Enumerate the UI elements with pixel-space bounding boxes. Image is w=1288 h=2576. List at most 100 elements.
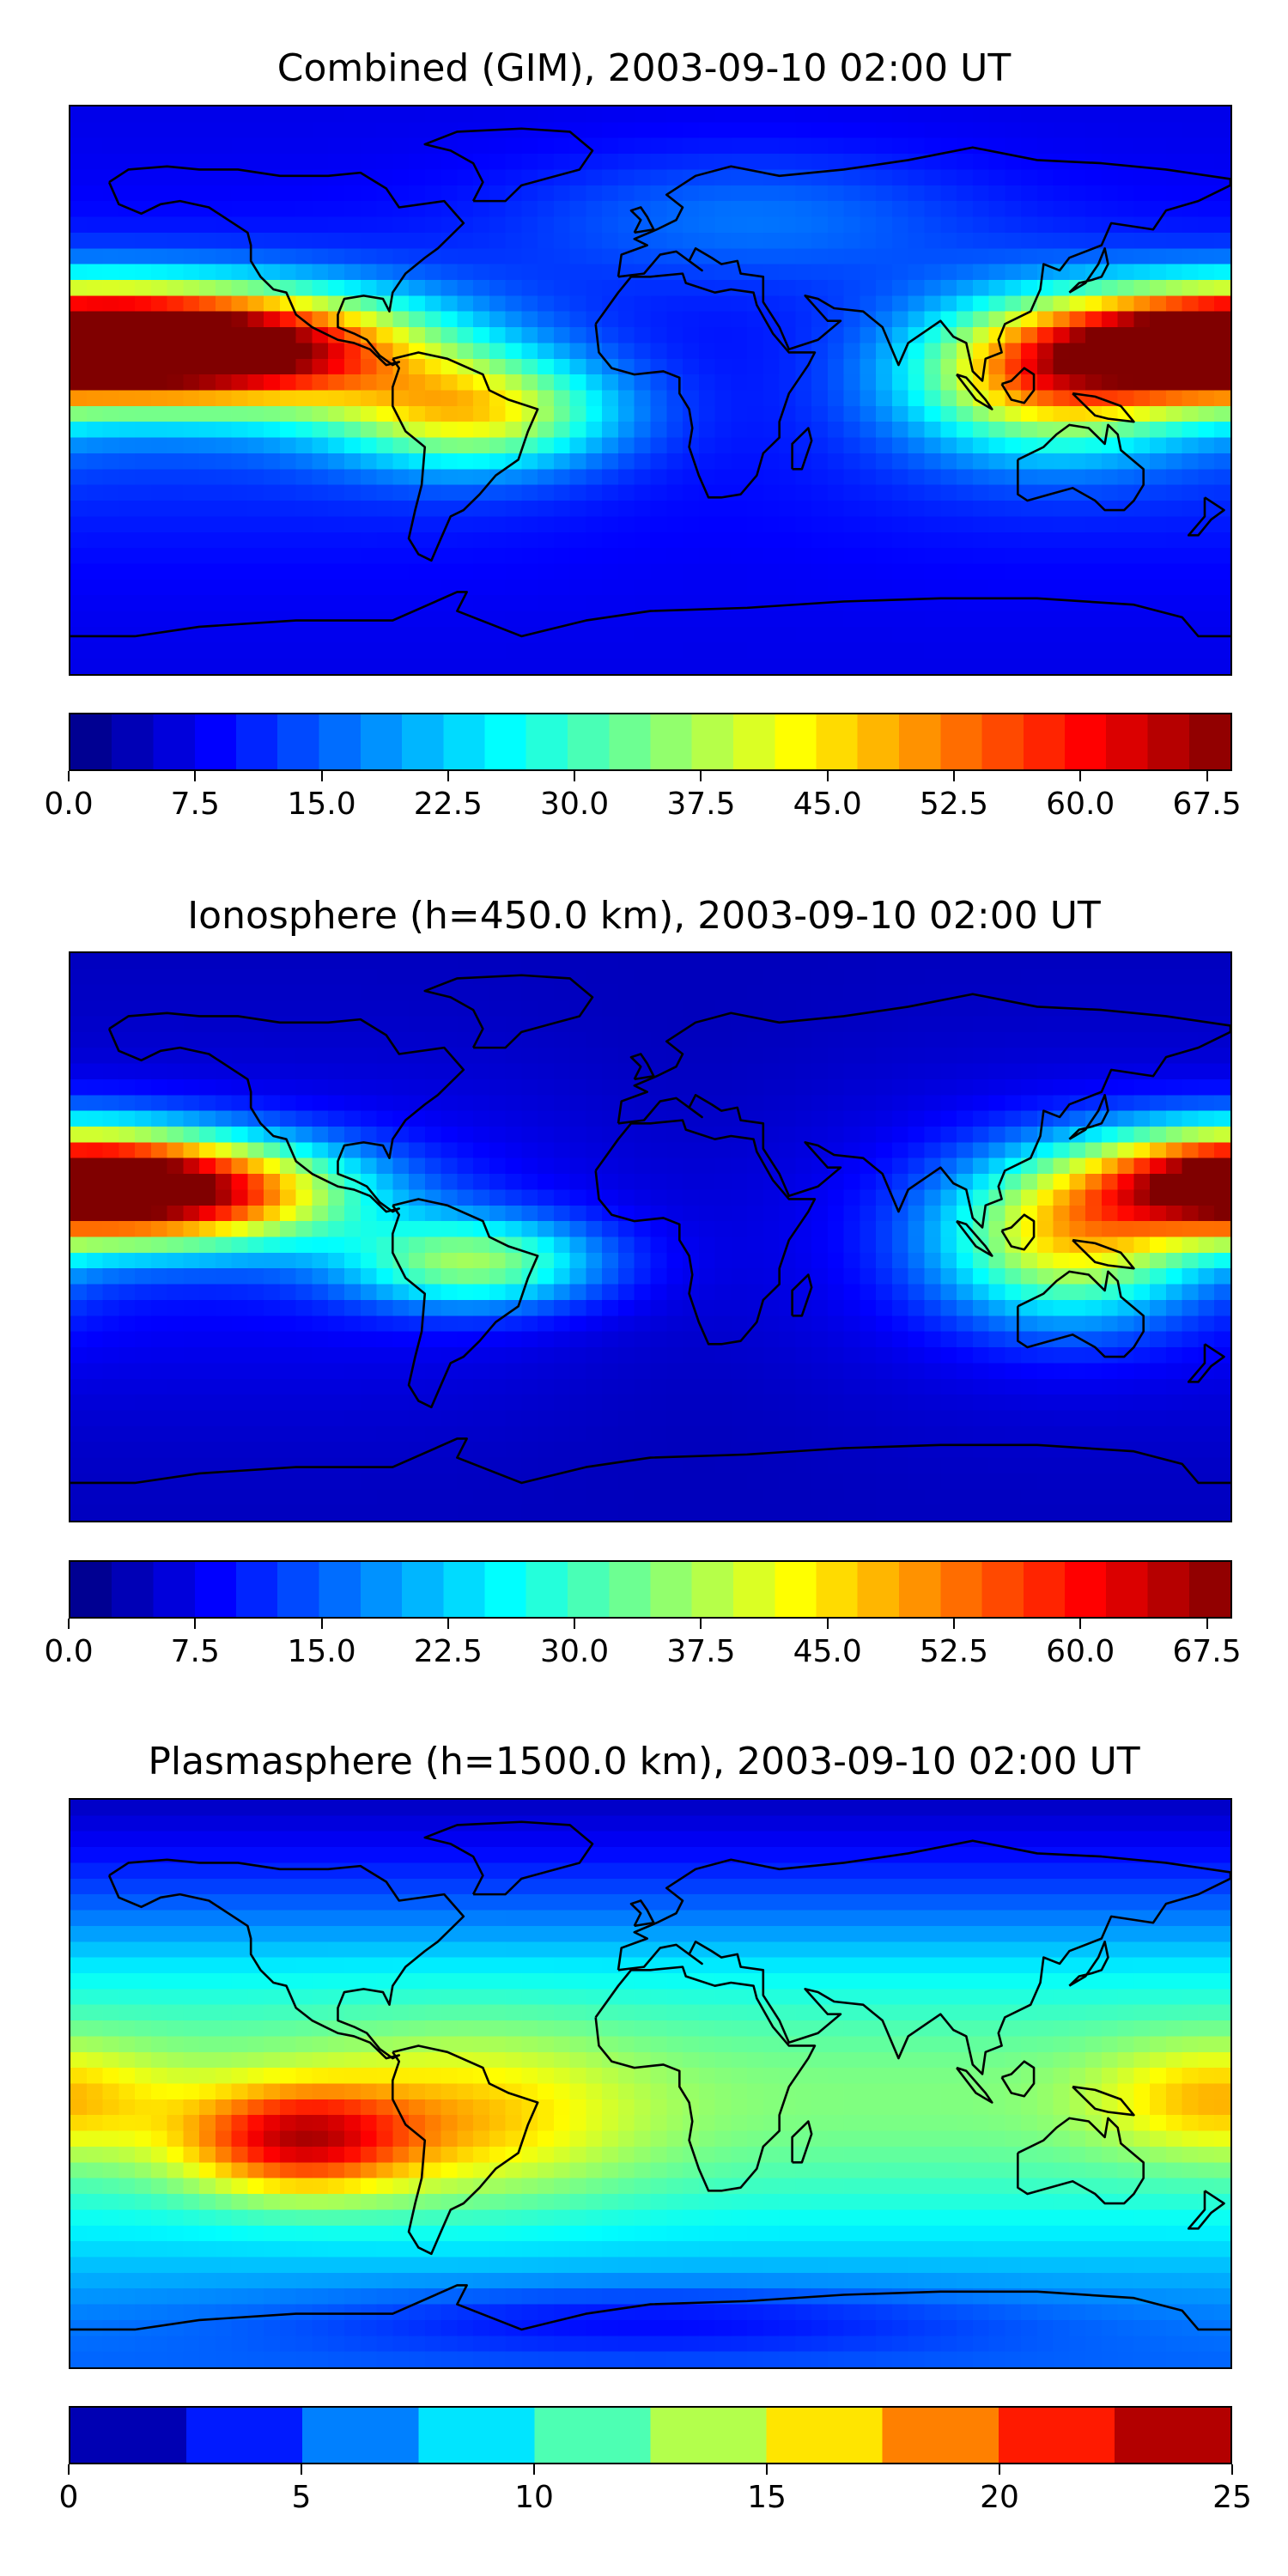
tec-cell — [569, 1189, 587, 1206]
tec-cell — [698, 611, 716, 628]
tec-cell — [360, 279, 378, 296]
tec-cell — [683, 658, 700, 674]
tec-cell — [714, 122, 732, 139]
tec-cell — [489, 1126, 507, 1143]
tec-cell — [409, 422, 426, 439]
tec-cell — [231, 137, 248, 155]
tec-cell — [264, 595, 281, 612]
tec-cell — [827, 343, 845, 360]
tec-cell — [762, 1378, 781, 1395]
tec-cell — [505, 327, 522, 344]
tec-cell — [102, 1299, 119, 1316]
tec-cell — [1198, 1189, 1215, 1206]
tec-cell — [102, 501, 119, 517]
tec-cell — [1053, 1410, 1070, 1427]
chart-title-ionosphere: Ionosphere (h=450.0 km), 2003-09-10 02:0… — [187, 894, 1101, 938]
tec-cell — [264, 579, 281, 596]
tec-cell — [167, 532, 184, 549]
tec-cell — [683, 1378, 700, 1395]
tec-cell — [553, 1252, 571, 1269]
tec-cell — [135, 1126, 152, 1143]
tec-cell — [988, 1252, 1005, 1269]
tec-cell — [553, 1205, 571, 1222]
tec-cell — [328, 469, 345, 486]
coastlines — [70, 127, 1230, 638]
tec-cell — [747, 1347, 764, 1364]
tec-cell — [698, 311, 716, 328]
tec-cell — [569, 1442, 587, 1459]
tec-cell — [505, 137, 522, 155]
tec-cell — [714, 390, 732, 407]
tec-cell — [891, 1284, 909, 1301]
tec-cell — [1133, 327, 1151, 344]
tec-cell — [586, 953, 603, 969]
tec-cell — [440, 1189, 458, 1206]
tec-cell — [666, 405, 683, 422]
tec-cell — [1214, 469, 1230, 486]
tec-cell — [86, 969, 104, 986]
tec-cell — [424, 1205, 442, 1222]
tec-cell — [1021, 1394, 1038, 1412]
tec-cell — [569, 295, 587, 313]
tec-cell — [988, 611, 1005, 628]
tec-cell — [683, 390, 700, 407]
tec-cell — [118, 516, 136, 533]
tec-cell — [602, 453, 619, 470]
tec-cell — [811, 1299, 829, 1316]
tec-cell — [312, 1016, 329, 1033]
tec-cell — [569, 563, 587, 580]
tec-map-ionosphere[interactable] — [69, 951, 1232, 1522]
tec-cell — [683, 984, 700, 1001]
tec-cell — [1182, 1268, 1200, 1285]
tec-cell — [409, 390, 426, 407]
tec-cell — [988, 532, 1005, 549]
tec-cell — [650, 1000, 667, 1018]
tec-cell — [1198, 1048, 1215, 1065]
tec-cell — [473, 1174, 490, 1191]
tec-cell — [1150, 154, 1167, 171]
tec-cell — [1133, 422, 1151, 439]
tec-cell — [86, 1031, 104, 1048]
tec-cell — [1182, 642, 1200, 659]
tec-cell — [215, 1457, 233, 1474]
tec-map-combined[interactable] — [69, 105, 1232, 676]
tec-cell — [1198, 106, 1215, 123]
coastline-new-guinea — [1072, 392, 1135, 423]
tec-cell — [150, 358, 168, 375]
tec-cell — [924, 579, 941, 596]
tec-cell — [489, 453, 507, 470]
tec-cell — [827, 169, 845, 186]
tec-cell — [779, 169, 796, 186]
tec-cell — [617, 1378, 635, 1395]
tec-cell — [924, 563, 941, 580]
tec-cell — [424, 154, 442, 171]
tec-cell — [489, 469, 507, 486]
tec-cell — [505, 405, 522, 422]
tec-cell — [1101, 984, 1119, 1001]
tec-cell — [312, 611, 329, 628]
tec-cell — [1182, 327, 1200, 344]
tec-cell — [1150, 501, 1167, 517]
tec-cell — [908, 106, 926, 123]
tec-cell — [617, 185, 635, 202]
tec-cell — [1198, 1347, 1215, 1364]
tec-cell — [118, 185, 136, 202]
tec-cell — [1214, 358, 1230, 375]
tec-cell — [714, 484, 732, 501]
tec-cell — [940, 248, 957, 265]
tec-cell — [360, 248, 378, 265]
tec-cell — [1198, 1110, 1215, 1127]
tec-cell — [731, 374, 748, 392]
tec-cell — [1182, 122, 1200, 139]
tec-cell — [1101, 185, 1119, 202]
tec-cell — [215, 1189, 233, 1206]
tec-cell — [135, 469, 152, 486]
tec-cell — [215, 390, 233, 407]
tec-cell — [908, 1347, 926, 1364]
tec-cell — [118, 169, 136, 186]
tec-cell — [1069, 1284, 1086, 1301]
tec-cell — [586, 390, 603, 407]
tec-cell — [634, 1236, 652, 1254]
tec-cell — [876, 1189, 893, 1206]
tec-cell — [762, 1063, 781, 1080]
